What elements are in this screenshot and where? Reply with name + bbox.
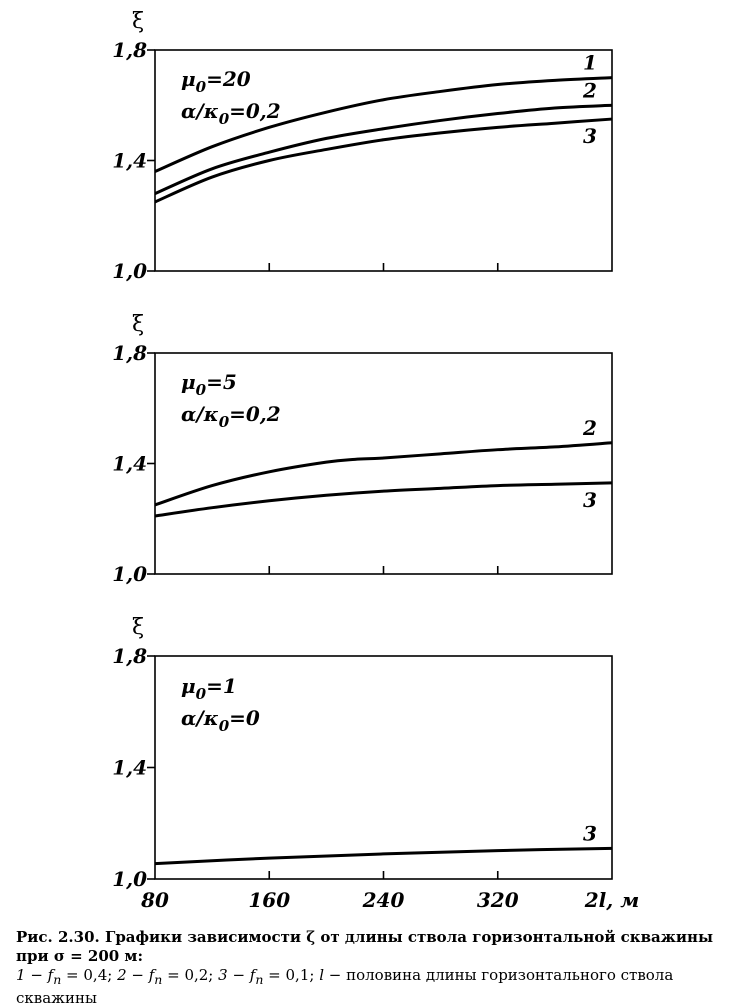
panel-3: ξ 1,0 1,4 1,8 80 160 240 320 2l, м μ0=1 α/κ0=0 3 (112, 615, 639, 912)
series-line-2 (154, 441, 613, 507)
y-tick-label: 1,0 (112, 259, 147, 283)
y-axis-label: ξ (132, 312, 144, 337)
legend-text: − fп = 0,4; (25, 966, 118, 987)
legend-text: − fп = 0,2; (126, 966, 219, 987)
x-tick-label: 80 (140, 888, 169, 912)
legend-number: l (319, 966, 324, 984)
legend-number: 3 (218, 966, 228, 984)
series-label-2: 2 (582, 416, 597, 440)
parameter-label: μ0=20 (181, 67, 251, 96)
y-axis-label: ξ (132, 615, 144, 640)
panel-2: ξ 1,0 1,4 1,8 μ0=5 α/κ0=0,2 2 3 (112, 312, 613, 586)
series-label-3: 3 (583, 821, 597, 845)
y-tick-label: 1,8 (112, 644, 147, 668)
legend-number: 2 (117, 966, 127, 984)
series-label-3: 3 (583, 488, 597, 512)
parameter-label: α/κ0=0,2 (181, 99, 281, 128)
parameter-label: μ0=1 (181, 674, 237, 703)
x-tick-label: 240 (362, 888, 405, 912)
series-line-3 (154, 846, 613, 866)
parameter-label: α/κ0=0,2 (181, 402, 281, 431)
series-line-2 (154, 103, 613, 196)
series-label-3: 3 (583, 124, 597, 148)
legend-text: − половина длины горизонтального ствола … (16, 966, 674, 1007)
y-axis-label: ξ (132, 9, 144, 34)
y-tick-label: 1,4 (112, 149, 147, 173)
figure-caption: Рис. 2.30. Графики зависимости ζ от длин… (16, 928, 728, 1008)
x-tick-label: 160 (248, 888, 290, 912)
x-axis-label: 2l, м (584, 888, 639, 912)
x-tick-label: 320 (477, 888, 519, 912)
caption-legend: 1 − fп = 0,4; 2 − fп = 0,2; 3 − fп = 0,1… (16, 966, 728, 1008)
y-tick-label: 1,8 (112, 38, 147, 62)
y-tick-label: 1,4 (112, 452, 147, 476)
y-tick-label: 1,0 (112, 867, 147, 891)
y-tick-label: 1,8 (112, 341, 147, 365)
y-tick-label: 1,4 (112, 756, 147, 780)
series-label-1: 1 (583, 51, 597, 75)
parameter-label: α/κ0=0 (181, 706, 260, 735)
parameter-label: μ0=5 (181, 370, 237, 399)
series-line-3 (154, 481, 613, 518)
y-tick-label: 1,0 (112, 562, 147, 586)
series-line-3 (154, 117, 613, 204)
panel-1: ξ 1,0 1,4 1,8 μ0=20 α/κ0=0,2 1 2 3 (112, 9, 613, 283)
legend-number: 1 (16, 966, 26, 984)
series-line-1 (154, 76, 613, 173)
series-label-2: 2 (582, 78, 597, 102)
caption-title: Рис. 2.30. Графики зависимости ζ от длин… (16, 928, 714, 965)
legend-text: − fп = 0,1; (227, 966, 320, 987)
figure: ξ 1,0 1,4 1,8 μ0=20 α/κ0=0,2 1 2 3 ξ 1,0 1,4 1,8 μ0=5… (112, 9, 639, 912)
